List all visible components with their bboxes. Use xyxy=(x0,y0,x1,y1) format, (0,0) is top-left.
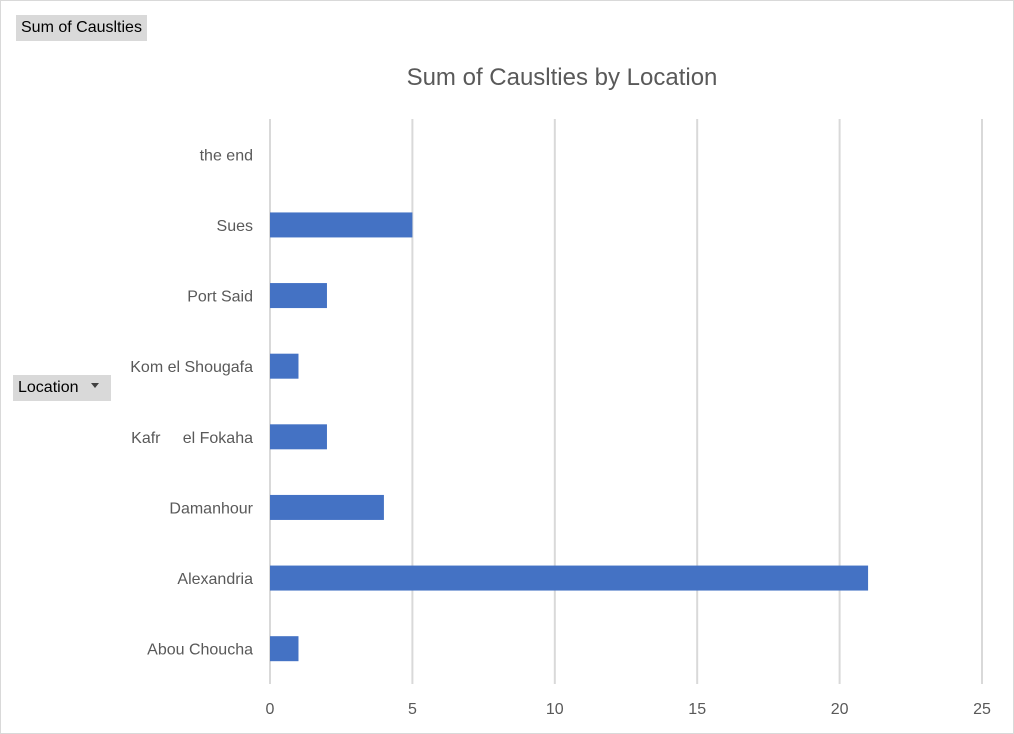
category-label: Damanhour xyxy=(169,500,253,517)
x-tick-label: 10 xyxy=(546,701,564,718)
bar[interactable] xyxy=(270,636,299,662)
bar[interactable] xyxy=(270,494,384,520)
bars xyxy=(270,212,869,662)
bar[interactable] xyxy=(270,424,327,450)
category-label: Abou Choucha xyxy=(147,642,253,659)
category-label: Alexandria xyxy=(177,571,253,588)
axis-field-button[interactable]: Location xyxy=(13,375,111,401)
chart-title: Sum of Causlties by Location xyxy=(407,64,718,91)
bar[interactable] xyxy=(270,565,869,591)
x-tick-label: 15 xyxy=(688,701,706,718)
x-tick-label: 5 xyxy=(408,701,417,718)
category-label: Kafr el Fokaha xyxy=(131,430,253,447)
category-label: Port Said xyxy=(187,289,253,306)
axis-field-label: Location xyxy=(18,379,79,396)
bar[interactable] xyxy=(270,283,327,309)
x-tick-label: 20 xyxy=(831,701,849,718)
gridlines xyxy=(269,119,983,684)
x-tick-label: 25 xyxy=(973,701,991,718)
x-tick-label: 0 xyxy=(266,701,275,718)
category-label: Kom el Shougafa xyxy=(130,359,253,376)
bar[interactable] xyxy=(270,353,299,379)
dropdown-arrow-icon[interactable] xyxy=(90,383,99,389)
x-axis-ticks: 0 5 10 15 20 25 xyxy=(266,701,991,718)
category-label: the end xyxy=(200,147,253,164)
category-labels: Abou Choucha Alexandria Damanhour Kafr el F… xyxy=(130,147,253,658)
value-field-button[interactable]: Sum of Causlties xyxy=(16,15,147,41)
value-field-label: Sum of Causlties xyxy=(21,19,142,36)
bar[interactable] xyxy=(270,212,413,238)
category-label: Sues xyxy=(217,218,253,235)
